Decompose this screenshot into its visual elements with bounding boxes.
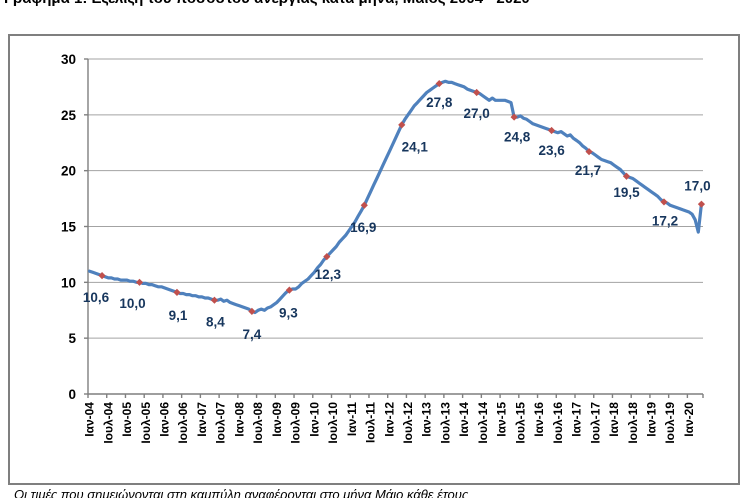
data-point-label: 17,0	[684, 179, 710, 194]
x-tick-label: Ιαν-15	[495, 402, 509, 437]
x-tick-label: Ιαν-14	[457, 402, 471, 437]
x-tick-label: Ιουλ-15	[513, 402, 527, 444]
data-point-label: 10,0	[119, 296, 145, 311]
x-tick-label: Ιουλ-12	[401, 402, 415, 444]
data-point-label: 24,1	[402, 139, 429, 154]
x-tick-label: Ιαν-11	[345, 402, 359, 436]
data-point-label: 9,3	[279, 306, 298, 321]
data-point-marker	[210, 296, 219, 304]
x-tick-label: Ιαν-19	[644, 402, 658, 437]
x-tick-label: Ιαν-05	[120, 402, 134, 437]
data-point-marker	[360, 201, 368, 209]
x-tick-label: Ιουλ-07	[214, 402, 228, 444]
x-tick-label: Ιουλ-17	[588, 402, 602, 444]
chart-footnote: Οι τιμές που σημειώνονται στη καμπύλη αν…	[14, 487, 469, 498]
x-tick-label: Ιουλ-04	[101, 402, 115, 444]
data-point-marker	[323, 253, 331, 261]
unemployment-line-chart: 0 5 10 15 20 25 30 Ιαν-04 Ιουλ-04 Ιαν-05 Ιουλ-05 Ια…	[61, 52, 711, 444]
data-point-label: 21,7	[575, 163, 601, 178]
data-point-label: 23,6	[538, 143, 565, 158]
data-point-marker	[660, 198, 668, 206]
data-point-marker	[510, 113, 518, 121]
x-tick-label: Ιουλ-18	[626, 402, 640, 444]
x-tick-label: Ιουλ-13	[438, 402, 452, 444]
x-tick-label: Ιαν-04	[83, 402, 97, 437]
y-tick-label: 15	[61, 220, 77, 235]
x-tick-label: Ιουλ-06	[176, 402, 190, 444]
data-point-marker	[435, 79, 443, 88]
x-tick-label: Ιαν-08	[232, 402, 246, 437]
x-tick-label: Ιουλ-08	[251, 402, 265, 444]
y-tick-label: 0	[68, 387, 76, 402]
y-tick-label: 20	[61, 164, 76, 179]
x-tick-label: Ιαν-18	[607, 402, 621, 437]
x-tick-label: Ιουλ-09	[289, 402, 303, 444]
y-tick-label: 10	[61, 275, 76, 290]
x-tick-label: Ιαν-06	[157, 402, 171, 437]
data-point-label: 27,0	[464, 106, 490, 121]
data-point-marker	[248, 307, 256, 315]
y-tick-label: 30	[61, 52, 76, 67]
x-tick-label: Ιαν-07	[195, 402, 209, 437]
data-point-label: 9,1	[169, 308, 188, 323]
x-tick-label: Ιαν-20	[682, 402, 696, 437]
x-tick-label: Ιουλ-19	[663, 402, 677, 444]
y-tick-label: 5	[68, 331, 76, 346]
data-point-label: 8,4	[206, 315, 225, 330]
x-tick-label: Ιουλ-16	[551, 402, 565, 444]
x-tick-label: Ιουλ-11	[364, 402, 378, 443]
x-tick-label: Ιαν-17	[570, 402, 584, 437]
data-point-label: 16,9	[350, 220, 376, 235]
x-tick-label: Ιαν-13	[420, 402, 434, 437]
data-point-marker	[622, 172, 631, 180]
x-tick-label: Ιουλ-05	[139, 402, 153, 444]
chart-title: Γράφημα 1: Εξέλιξη του ποσοστού ανεργίας…	[4, 0, 530, 7]
data-point-marker	[473, 88, 481, 97]
y-tick-label: 25	[61, 108, 77, 123]
unemployment-series-line	[87, 79, 704, 315]
x-tick-label: Ιαν-10	[307, 402, 321, 437]
x-tick-label: Ιουλ-10	[326, 402, 340, 444]
x-tick-label: Ιαν-09	[270, 402, 284, 437]
x-tick-label: Ιαν-12	[382, 402, 396, 437]
data-point-label: 27,8	[426, 95, 453, 110]
data-point-label: 24,8	[504, 130, 531, 145]
x-tick-label: Ιουλ-14	[476, 402, 490, 444]
data-point-label: 12,3	[315, 267, 342, 282]
data-point-marker	[398, 121, 406, 129]
data-point-label: 17,2	[652, 213, 678, 228]
data-point-label: 7,4	[243, 327, 262, 342]
data-point-marker	[547, 126, 556, 135]
data-point-label: 19,5	[613, 185, 640, 200]
data-point-label: 10,6	[83, 290, 110, 305]
x-tick-label: Ιαν-16	[532, 402, 546, 437]
chart-frame: 0 5 10 15 20 25 30 Ιαν-04 Ιουλ-04 Ιαν-05 Ιουλ-05 Ια…	[8, 34, 740, 485]
data-point-marker	[697, 200, 706, 208]
